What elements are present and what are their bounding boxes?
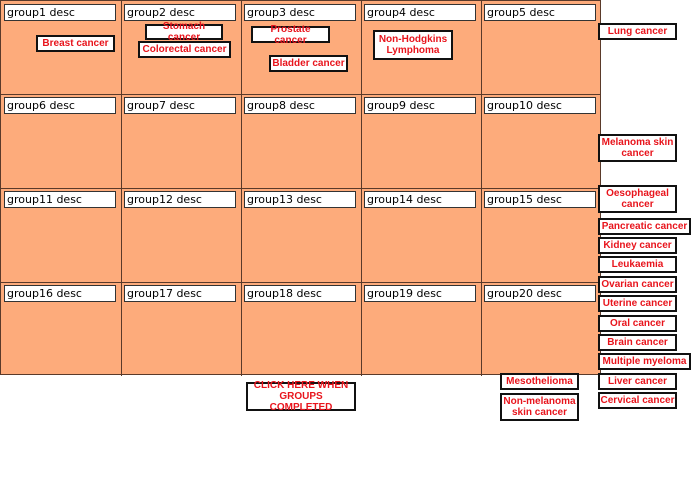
group-desc-input[interactable]: group6 desc [4,97,116,114]
group-cell[interactable]: group18 desc [241,282,362,376]
group-desc-input[interactable]: group5 desc [484,4,596,21]
cancer-card[interactable]: Oesophageal cancer [598,185,677,213]
group-cell[interactable]: group4 desc [361,1,482,95]
cancer-card[interactable]: Liver cancer [598,373,677,390]
group-cell[interactable]: group14 desc [361,188,482,283]
group-desc-input[interactable]: group12 desc [124,191,236,208]
cancer-card[interactable]: Bladder cancer [269,55,348,72]
group-desc-input[interactable]: group8 desc [244,97,356,114]
group-desc-input[interactable]: group15 desc [484,191,596,208]
group-cell[interactable]: group11 desc [1,188,122,283]
group-cell[interactable]: group15 desc [481,188,601,283]
group-cell[interactable]: group8 desc [241,94,362,189]
group-cell[interactable]: group20 desc [481,282,601,376]
cancer-card[interactable]: Ovarian cancer [598,276,677,293]
cancer-card[interactable]: Non-Hodgkins Lymphoma [373,30,453,60]
group-desc-input[interactable]: group4 desc [364,4,476,21]
cancer-card[interactable]: Uterine cancer [598,295,677,312]
cancer-card[interactable]: Breast cancer [36,35,115,52]
cancer-card[interactable]: Lung cancer [598,23,677,40]
group-desc-input[interactable]: group13 desc [244,191,356,208]
cancer-card[interactable]: Non-melanoma skin cancer [500,393,579,421]
group-cell[interactable]: group13 desc [241,188,362,283]
group-desc-input[interactable]: group3 desc [244,4,356,21]
cancer-card[interactable]: Oral cancer [598,315,677,332]
group-cell[interactable]: group1 desc [1,1,122,95]
group-desc-input[interactable]: group2 desc [124,4,236,21]
group-desc-input[interactable]: group9 desc [364,97,476,114]
cancer-card[interactable]: Brain cancer [598,334,677,351]
group-cell[interactable]: group2 desc [121,1,242,95]
group-desc-input[interactable]: group11 desc [4,191,116,208]
group-desc-input[interactable]: group20 desc [484,285,596,302]
cancer-card[interactable]: Mesothelioma [500,373,579,390]
group-cell[interactable]: group6 desc [1,94,122,189]
group-desc-input[interactable]: group16 desc [4,285,116,302]
groups-completed-button[interactable]: CLICK HERE WHEN GROUPS COMPLETED [246,380,356,413]
group-cell[interactable]: group17 desc [121,282,242,376]
group-cell[interactable]: group16 desc [1,282,122,376]
cancer-card[interactable]: Multiple myeloma [598,353,691,370]
group-cell[interactable]: group19 desc [361,282,482,376]
group-cell[interactable]: group10 desc [481,94,601,189]
cancer-card[interactable]: Stomach cancer [145,21,223,43]
group-desc-input[interactable]: group19 desc [364,285,476,302]
group-cell[interactable]: group3 desc [241,1,362,95]
cancer-card[interactable]: Kidney cancer [598,237,677,254]
cancer-card[interactable]: Leukaemia [598,256,677,273]
cancer-card[interactable]: Pancreatic cancer [598,218,691,235]
cancer-card[interactable]: Melanoma skin cancer [598,134,677,162]
cancer-card[interactable]: Cervical cancer [598,392,677,409]
group-desc-input[interactable]: group18 desc [244,285,356,302]
group-desc-input[interactable]: group10 desc [484,97,596,114]
group-desc-input[interactable]: group7 desc [124,97,236,114]
group-cell[interactable]: group5 desc [481,1,601,95]
group-desc-input[interactable]: group17 desc [124,285,236,302]
group-cell[interactable]: group12 desc [121,188,242,283]
group-cell[interactable]: group9 desc [361,94,482,189]
cancer-card[interactable]: Prostate cancer [251,24,330,46]
group-desc-input[interactable]: group1 desc [4,4,116,21]
cancer-card[interactable]: Colorectal cancer [138,41,231,58]
group-desc-input[interactable]: group14 desc [364,191,476,208]
group-cell[interactable]: group7 desc [121,94,242,189]
